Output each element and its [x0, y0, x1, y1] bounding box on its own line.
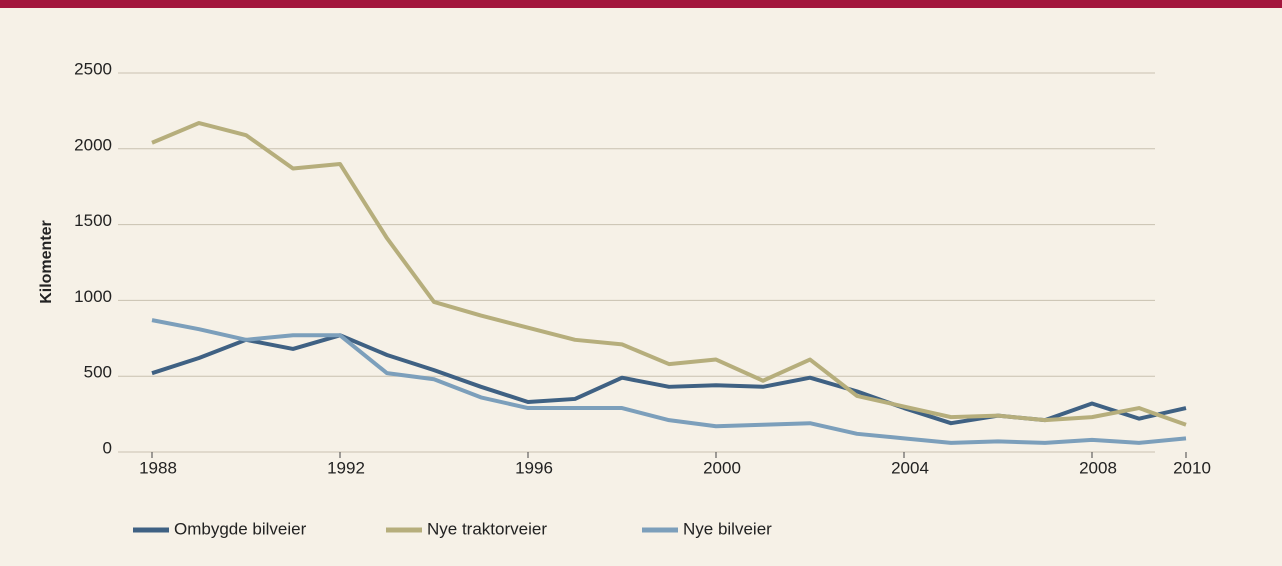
x-tick-label: 1988 — [139, 458, 177, 477]
line-series — [151, 318, 1187, 445]
x-tick-label: 2010 — [1173, 458, 1211, 477]
legend-label: Nye bilveier — [683, 519, 772, 538]
y-tick-label: 0 — [103, 438, 112, 457]
x-tick-label: 1992 — [327, 458, 365, 477]
x-tick-label: 2000 — [703, 458, 741, 477]
y-tick-label: 1000 — [74, 287, 112, 306]
y-tick-label: 2000 — [74, 135, 112, 154]
x-tick-label: 2004 — [891, 458, 929, 477]
x-tick-label: 1996 — [515, 458, 553, 477]
y-tick-label: 1500 — [74, 211, 112, 230]
y-axis-label: Kilomenter — [38, 220, 55, 304]
line-series — [151, 121, 1187, 427]
y-tick-label: 2500 — [74, 59, 112, 78]
legend-label: Nye traktorveier — [427, 519, 547, 538]
legend-label: Ombygde bilveier — [174, 519, 307, 538]
x-tick-label: 2008 — [1079, 458, 1117, 477]
y-tick-label: 500 — [84, 363, 112, 382]
top-bar — [0, 0, 1282, 8]
